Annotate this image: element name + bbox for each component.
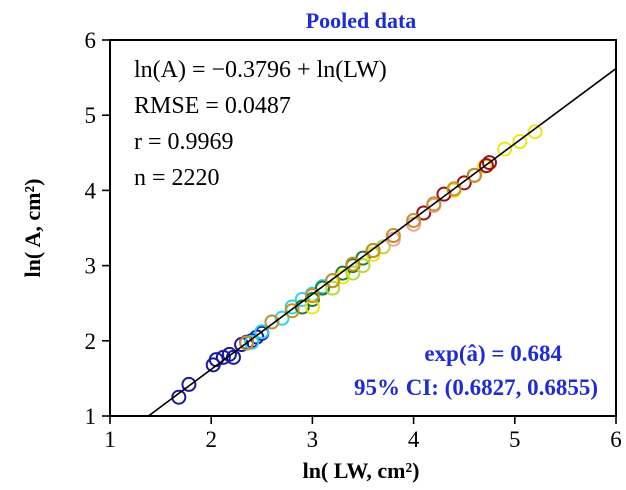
x-tick-label: 1 <box>104 427 116 452</box>
data-point <box>482 155 497 171</box>
data-point <box>284 303 300 319</box>
x-axis-title: ln( LW, cm²) <box>303 458 420 483</box>
x-tick-label: 2 <box>205 427 217 452</box>
data-point <box>527 124 543 140</box>
data-point <box>335 265 351 281</box>
y-tick-label: 5 <box>85 103 97 128</box>
data-point <box>345 265 361 281</box>
n-annotation: n = 2220 <box>134 165 220 191</box>
chart-title: Pooled data <box>306 8 417 33</box>
axis-ticks: 1 2 3 4 5 6 1 2 3 4 5 6 <box>85 28 622 452</box>
y-axis-title: ln( A, cm²) <box>20 179 45 278</box>
exp-a-annotation: exp(â) = 0.684 <box>424 341 562 366</box>
equation-annotation: ln(A) = −0.3796 + ln(LW) <box>134 57 387 83</box>
data-point <box>345 256 361 272</box>
data-point <box>274 310 290 326</box>
data-point <box>365 243 381 259</box>
plot-frame <box>109 39 617 417</box>
data-point <box>406 212 422 228</box>
ci-annotation: 95% CI: (0.6827, 0.6855) <box>354 375 598 400</box>
data-point <box>315 280 331 296</box>
x-tick-label: 3 <box>307 427 319 452</box>
data-point <box>497 141 513 157</box>
y-tick-label: 3 <box>85 254 97 279</box>
data-point <box>325 280 341 296</box>
fit-line <box>147 67 617 417</box>
y-tick-label: 6 <box>85 28 97 53</box>
data-point <box>478 158 494 174</box>
x-tick-label: 5 <box>509 427 521 452</box>
data-point <box>221 346 237 362</box>
data-point <box>171 389 187 405</box>
data-point <box>385 228 401 244</box>
data-point <box>355 258 371 274</box>
y-tick-label: 2 <box>85 329 97 354</box>
r-annotation: r = 0.9969 <box>134 129 234 155</box>
data-point <box>181 376 197 392</box>
x-tick-label: 4 <box>408 427 420 452</box>
data-point <box>284 299 300 315</box>
data-point <box>304 288 320 304</box>
data-point <box>304 299 320 315</box>
y-tick-label: 1 <box>85 404 97 429</box>
data-point <box>254 324 270 340</box>
data-point <box>244 334 260 350</box>
data-point <box>512 134 528 150</box>
y-tick-label: 4 <box>85 178 97 203</box>
rmse-annotation: RMSE = 0.0487 <box>134 93 291 119</box>
data-point <box>466 167 482 183</box>
data-point <box>446 181 462 197</box>
x-tick-label: 6 <box>610 427 622 452</box>
data-point <box>426 196 442 212</box>
data-point <box>239 335 255 351</box>
data-point <box>416 205 432 221</box>
data-point <box>264 314 280 330</box>
data-point <box>325 273 341 289</box>
